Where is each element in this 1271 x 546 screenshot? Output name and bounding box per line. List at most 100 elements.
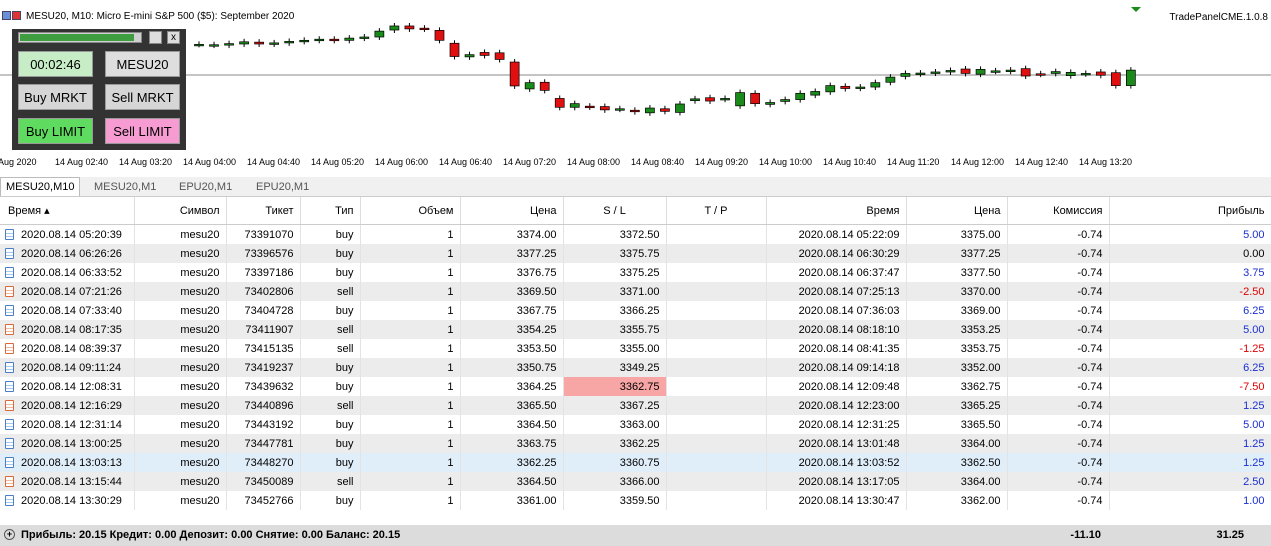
table-row[interactable]: 2020.08.14 12:31:14 mesu20 73443192 buy 1 336… [0,415,1271,434]
table-row[interactable]: 2020.08.14 09:11:24 mesu20 73419237 buy 1 335… [0,358,1271,377]
table-cell: sell [300,396,361,415]
trade-panel[interactable]: x 00:02:46 MESU20 Buy MRKT Sell MRKT Buy… [12,29,186,150]
column-header[interactable]: Время ▴ [0,197,135,225]
column-header[interactable]: Тип [300,197,361,225]
sell-limit-button[interactable]: Sell LIMIT [105,118,180,144]
table-row[interactable]: 2020.08.14 06:26:26 mesu20 73396576 buy 1 337… [0,244,1271,263]
candle-body [614,108,625,111]
candle-body [1126,69,1136,86]
table-cell: 73450089 [226,472,301,491]
table-row[interactable]: 2020.08.14 12:16:29 mesu20 73440896 sell 1 33… [0,396,1271,415]
table-cell: 3371.00 [563,282,667,301]
order-icon [5,229,14,241]
close-icon[interactable]: x [167,31,180,44]
table-cell: 1 [360,491,461,510]
minimize-button[interactable] [149,31,162,44]
table-cell [666,320,767,339]
table-cell: 1.25 [1109,434,1271,453]
candle-body [975,69,986,75]
candle-body [524,82,535,90]
tab-epu20-m1-2[interactable]: EPU20,M1 [256,181,310,193]
column-header[interactable]: S / L [563,197,667,225]
table-cell: -0.74 [1007,224,1110,244]
table-cell: 1 [360,415,461,434]
plus-circle-icon[interactable]: + [4,529,15,540]
table-cell: 5.00 [1109,320,1271,339]
table-cell: 3353.75 [906,339,1008,358]
price-chart[interactable]: MESU20, M10: Micro E-mini S&P 500 ($5): … [0,0,1271,178]
candle-body [810,91,821,96]
table-cell: mesu20 [134,377,227,396]
column-header[interactable]: Время [766,197,907,225]
table-row[interactable]: 2020.08.14 06:33:52 mesu20 73397186 buy 1 337… [0,263,1271,282]
time-label: 14 Aug 13:20 [1079,157,1133,167]
candle-body [780,99,791,102]
table-row[interactable]: 2020.08.14 07:33:40 mesu20 73404728 buy 1 336… [0,301,1271,320]
table-cell: -0.74 [1007,282,1110,301]
buy-limit-button[interactable]: Buy LIMIT [18,118,93,144]
candle-body [660,108,670,112]
table-cell: 3364.00 [906,434,1008,453]
table-cell: 3366.00 [563,472,667,491]
column-header[interactable]: T / P [666,197,767,225]
tab-mesu20-m1[interactable]: MESU20,M1 [94,181,157,193]
candle-body [885,76,896,83]
tab-mesu20-m10[interactable]: MESU20,M10 [0,177,81,196]
table-cell: 1.25 [1109,453,1271,472]
column-header[interactable]: Объем [360,197,461,225]
table-row[interactable]: 2020.08.14 07:21:26 mesu20 73402806 sell 1 33… [0,282,1271,301]
table-cell [666,282,767,301]
table-row[interactable]: 2020.08.14 13:30:29 mesu20 73452766 buy 1 336… [0,491,1271,510]
table-row[interactable]: 2020.08.14 13:15:44 mesu20 73450089 sell 1 33… [0,472,1271,491]
tab-epu20-m1[interactable]: EPU20,M1 [179,181,233,193]
table-cell: -7.50 [1109,377,1271,396]
column-header[interactable]: Прибыль [1109,197,1271,225]
table-cell [666,415,767,434]
table-cell: 1 [360,339,461,358]
table-cell: 2020.08.14 12:31:14 [0,415,135,434]
table-cell: 2020.08.14 13:01:48 [766,434,907,453]
table-cell: 3374.00 [460,224,564,244]
table-cell: 2020.08.14 05:20:39 [0,224,135,244]
column-header[interactable]: Комиссия [1007,197,1110,225]
table-cell: sell [300,472,361,491]
table-cell: 1 [360,358,461,377]
table-row[interactable]: 2020.08.14 12:08:31 mesu20 73439632 buy 1 336… [0,377,1271,396]
candle-body [599,106,610,111]
table-cell: 1 [360,396,461,415]
sell-market-button[interactable]: Sell MRKT [105,84,180,110]
table-cell: -1.25 [1109,339,1271,358]
table-row[interactable]: 2020.08.14 13:00:25 mesu20 73447781 buy 1 336… [0,434,1271,453]
column-header[interactable]: Тикет [226,197,301,225]
column-header[interactable]: Цена [906,197,1008,225]
buy-market-button[interactable]: Buy MRKT [18,84,93,110]
table-cell: 3349.25 [563,358,667,377]
table-cell: sell [300,339,361,358]
table-cell: -0.74 [1007,396,1110,415]
table-cell: -0.74 [1007,472,1110,491]
candle-body [915,72,926,75]
candle-body [569,103,580,108]
candle-body [1005,69,1016,72]
table-cell: buy [300,244,361,263]
order-icon [5,267,14,279]
table-cell: 2020.08.14 13:17:05 [766,472,907,491]
table-cell: 3353.25 [906,320,1008,339]
expert-advisor-name: TradePanelCME.1.0.8 [1169,12,1268,23]
table-cell: 1 [360,434,461,453]
candle-body [1035,73,1046,76]
table-cell: 3375.25 [563,263,667,282]
table-row[interactable]: 2020.08.14 13:03:13 mesu20 73448270 buy 1 336… [0,453,1271,472]
table-row[interactable]: 2020.08.14 05:20:39 mesu20 73391070 buy 1 337… [0,224,1271,244]
table-row[interactable]: 2020.08.14 08:17:35 mesu20 73411907 sell 1 33… [0,320,1271,339]
candle-body [1080,73,1091,76]
table-cell: 2020.08.14 13:15:44 [0,472,135,491]
table-cell: mesu20 [134,472,227,491]
table-cell: 2020.08.14 09:14:18 [766,358,907,377]
candle-body [284,41,295,44]
table-row[interactable]: 2020.08.14 08:39:37 mesu20 73415135 sell 1 33… [0,339,1271,358]
column-header[interactable]: Символ [134,197,227,225]
table-cell: -2.50 [1109,282,1271,301]
table-cell: 3365.50 [460,396,564,415]
column-header[interactable]: Цена [460,197,564,225]
